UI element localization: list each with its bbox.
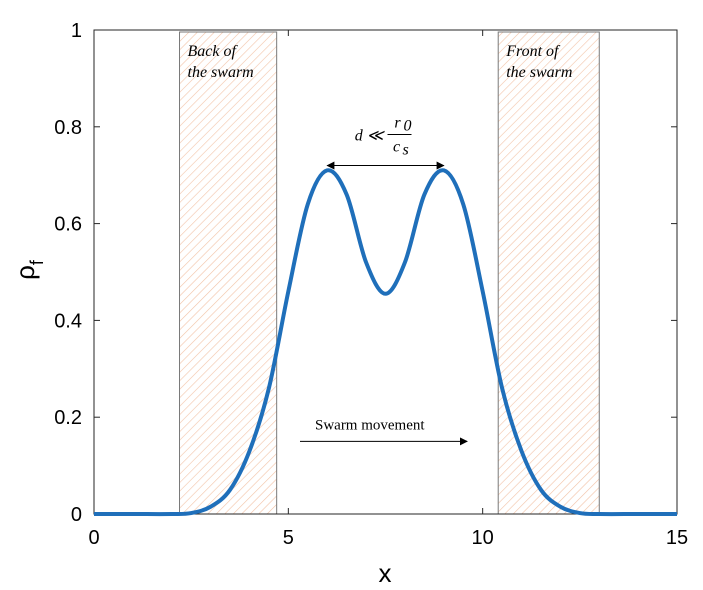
highlight-region-0 bbox=[179, 31, 278, 515]
region-label-0-line2: the swarm bbox=[188, 64, 254, 81]
separation-label-numerator: r bbox=[394, 115, 401, 132]
x-tick-label-0: 0 bbox=[88, 527, 99, 549]
movement-label: Swarm movement bbox=[315, 417, 425, 433]
annotations: d ≪ r 0c s Swarm movement bbox=[299, 115, 468, 446]
y-tick-label-1: 0.2 bbox=[54, 407, 82, 429]
tick-labels: 0 5 10 15 0 0.2 0.4 0.6 0.8 1 bbox=[54, 20, 688, 549]
svg-text:ρf: ρf bbox=[10, 259, 47, 280]
x-tick-label-3: 15 bbox=[666, 527, 688, 549]
x-tick-label-2: 10 bbox=[472, 527, 494, 549]
y-tick-label-3: 0.6 bbox=[54, 214, 82, 236]
highlight-region-1 bbox=[497, 31, 600, 515]
y-tick-label-4: 0.8 bbox=[54, 117, 82, 139]
region-label-0-line1: Back of bbox=[188, 43, 239, 60]
y-tick-label-2: 0.4 bbox=[54, 310, 82, 332]
y-axis-label-sub: f bbox=[27, 259, 47, 265]
separation-label-numerator-sub: 0 bbox=[404, 118, 412, 135]
separation-label-d: d ≪ bbox=[355, 128, 386, 145]
separation-label-denominator-sub: s bbox=[403, 142, 409, 159]
y-axis-label-main: ρ bbox=[10, 265, 40, 280]
region-label-1-line2: the swarm bbox=[506, 64, 572, 81]
series-layer bbox=[93, 168, 678, 517]
region-label-1-line1: Front of bbox=[505, 43, 561, 60]
x-tick-label-1: 5 bbox=[283, 527, 294, 549]
plot-frame bbox=[93, 29, 678, 515]
separation-label-denominator: c bbox=[393, 139, 400, 156]
y-tick-label-0: 0 bbox=[71, 504, 82, 526]
x-axis-label: x bbox=[379, 558, 392, 588]
y-tick-label-5: 1 bbox=[71, 20, 82, 42]
y-axis-label: ρf bbox=[10, 259, 47, 280]
